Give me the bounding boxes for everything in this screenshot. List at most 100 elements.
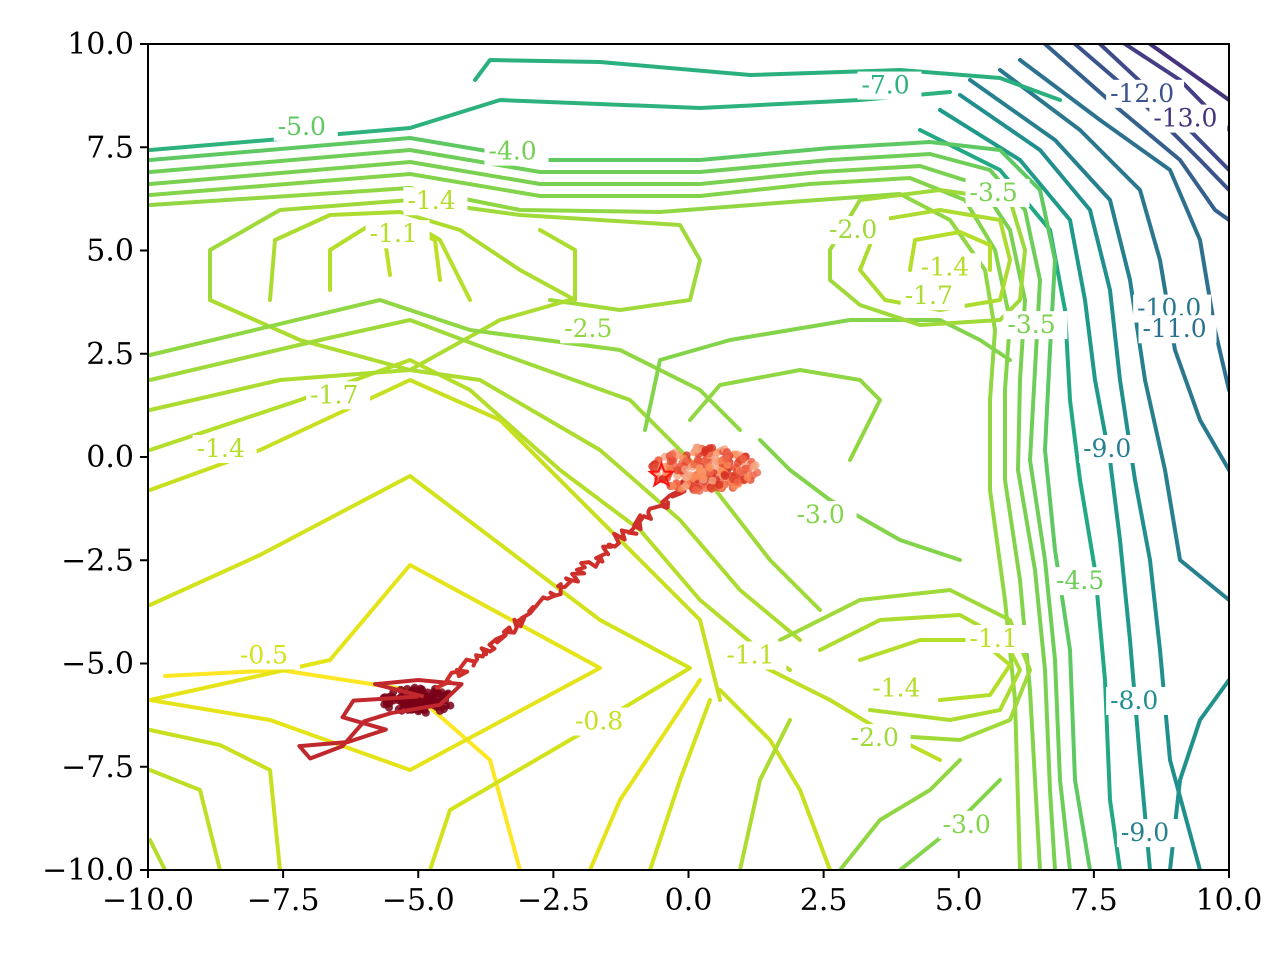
trajectory-point bbox=[668, 482, 677, 491]
contour-label-gap bbox=[916, 253, 981, 282]
contour-line bbox=[648, 698, 712, 870]
trajectory-point bbox=[384, 703, 393, 712]
contour-line bbox=[148, 838, 167, 870]
contour-labels: -5.0 -4.0 -7.0 -12.0-13.0 -1.1 -1.4 -2.0 -3.5 -1… bbox=[192, 71, 1228, 848]
contour-label-gap bbox=[965, 624, 1030, 653]
contour-line bbox=[758, 438, 962, 562]
contour-label: -3.5 bbox=[970, 178, 1018, 207]
y-axis-ticks: −10.0 −7.5 −5.0 −2.5 0.0 2.5 5.0 7.5 10.0 bbox=[42, 27, 148, 888]
contour-label: -8.0 bbox=[1110, 686, 1158, 715]
y-tick-label: −7.5 bbox=[61, 750, 134, 785]
x-tick-label: −5.0 bbox=[382, 883, 455, 918]
trajectory-point bbox=[668, 456, 677, 465]
trajectory-point bbox=[681, 482, 690, 491]
contour-line bbox=[818, 613, 1022, 722]
contour-label-gap bbox=[1116, 819, 1181, 848]
y-tick-label: 2.5 bbox=[86, 337, 134, 372]
contour-line bbox=[588, 678, 702, 870]
contour-label-gap bbox=[235, 641, 300, 670]
contour-line bbox=[828, 188, 1027, 327]
contour-line bbox=[148, 148, 1072, 870]
trajectory-point bbox=[708, 476, 717, 485]
y-tick-label: 7.5 bbox=[86, 130, 134, 165]
contour-label: -4.0 bbox=[489, 137, 537, 166]
trajectory-point bbox=[698, 472, 707, 481]
trajectory-point bbox=[722, 454, 731, 463]
contour-line bbox=[1043, 44, 1229, 222]
contour-label-gap bbox=[938, 810, 1003, 839]
contour-label: -1.7 bbox=[310, 380, 358, 409]
contour-label-gap bbox=[560, 315, 625, 344]
contour-label-gap bbox=[1003, 311, 1068, 340]
contour-label-gap bbox=[1079, 435, 1144, 463]
contour-label-gap bbox=[722, 641, 787, 670]
trajectory-point bbox=[681, 465, 690, 474]
x-tick-label: −10.0 bbox=[102, 883, 194, 918]
trajectory-point bbox=[739, 454, 748, 463]
trajectory-point bbox=[721, 472, 730, 481]
y-tick-label: −2.5 bbox=[61, 543, 134, 578]
contour-label: -1.1 bbox=[370, 219, 418, 248]
trajectory-point bbox=[711, 461, 720, 470]
contour-label: -3.0 bbox=[797, 500, 845, 529]
star-marker bbox=[647, 460, 676, 488]
x-tick-label: 10.0 bbox=[1196, 883, 1263, 918]
contour-line bbox=[148, 298, 742, 432]
contour-label-gap bbox=[273, 112, 338, 141]
trajectory-point bbox=[668, 450, 677, 459]
contour-label: -2.0 bbox=[829, 215, 877, 244]
contour-line bbox=[148, 136, 1092, 870]
trajectory-point bbox=[707, 484, 716, 493]
contour-label-gap bbox=[306, 381, 371, 410]
y-tick-label: 0.0 bbox=[86, 440, 134, 475]
contour-label: -12.0 bbox=[1110, 79, 1174, 108]
contour-label-gap bbox=[1106, 79, 1185, 108]
contour-line bbox=[148, 318, 822, 612]
trajectory-point bbox=[423, 688, 432, 697]
trajectory-point bbox=[743, 473, 752, 482]
contour-label: -3.5 bbox=[1007, 310, 1055, 339]
contour-line bbox=[1148, 44, 1229, 102]
contour-line bbox=[1018, 58, 1229, 392]
contour-label-gap bbox=[825, 216, 890, 245]
trajectory-point bbox=[733, 478, 742, 487]
contour-label-gap bbox=[1106, 686, 1171, 715]
contour-line bbox=[148, 186, 1022, 870]
contour-line bbox=[148, 563, 602, 772]
trajectory-point bbox=[439, 705, 448, 714]
contour-line bbox=[473, 58, 1062, 102]
trajectory-point bbox=[733, 459, 742, 468]
contour-label-gap bbox=[846, 724, 911, 753]
contour-line bbox=[968, 78, 1229, 602]
contour-label: -2.5 bbox=[564, 314, 612, 343]
x-tick-label: 5.0 bbox=[935, 883, 983, 918]
contour-line bbox=[148, 378, 722, 702]
contour-line bbox=[148, 368, 802, 642]
trajectory-point bbox=[715, 480, 724, 489]
trajectory-point bbox=[650, 463, 659, 472]
contour-label: -5.0 bbox=[278, 112, 326, 141]
contour-line bbox=[148, 474, 692, 870]
trajectory-point bbox=[431, 689, 440, 698]
contour-label-gap bbox=[365, 220, 430, 249]
contour-line bbox=[718, 688, 832, 870]
contour-label: -1.4 bbox=[197, 434, 245, 463]
contour-line bbox=[998, 68, 1229, 472]
y-tick-label: 5.0 bbox=[86, 234, 134, 269]
contour-label-gap bbox=[570, 707, 635, 736]
contour-line bbox=[838, 758, 962, 870]
x-tick-label: −7.5 bbox=[247, 883, 320, 918]
contour-label-gap bbox=[857, 71, 922, 100]
contour-line bbox=[268, 210, 577, 302]
contour-label: -9.0 bbox=[1121, 818, 1169, 847]
trajectory-point bbox=[700, 456, 709, 465]
contour-label-gap bbox=[965, 178, 1030, 207]
trajectory-point bbox=[693, 445, 702, 454]
contour-label: -9.0 bbox=[1083, 434, 1131, 463]
trajectory-point bbox=[736, 467, 745, 476]
contour-label: -3.0 bbox=[943, 810, 991, 839]
trajectory-point bbox=[695, 465, 704, 474]
x-tick-label: 0.0 bbox=[665, 883, 713, 918]
contour-line bbox=[148, 768, 222, 870]
contour-label: -1.4 bbox=[921, 252, 969, 281]
